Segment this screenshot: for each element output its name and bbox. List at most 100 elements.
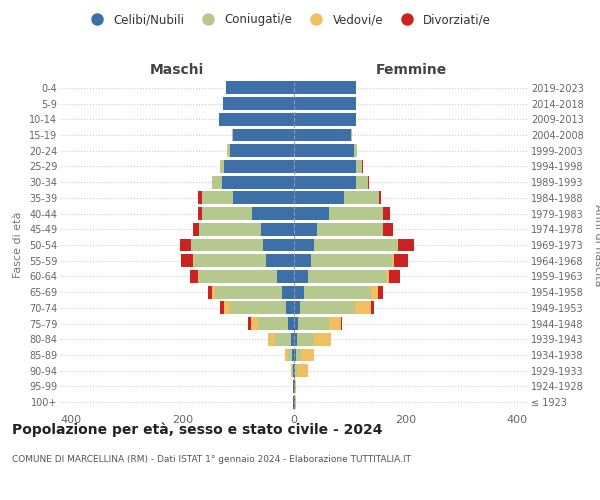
Bar	[193, 254, 194, 267]
Bar	[233, 128, 294, 141]
Bar	[294, 317, 298, 330]
Bar	[311, 254, 392, 267]
Bar	[251, 317, 258, 330]
Bar	[296, 348, 301, 362]
Bar	[293, 396, 294, 408]
Bar	[351, 128, 352, 141]
Bar	[383, 207, 390, 220]
Bar	[294, 238, 314, 252]
Bar	[295, 364, 298, 377]
Bar	[282, 286, 294, 298]
Bar	[181, 254, 193, 267]
Bar	[266, 254, 294, 267]
Bar	[294, 192, 344, 204]
Bar	[295, 396, 296, 408]
Bar	[220, 160, 224, 173]
Bar	[258, 317, 289, 330]
Legend: Celibi/Nubili, Coniugati/e, Vedovi/e, Divorziati/e: Celibi/Nubili, Coniugati/e, Vedovi/e, Di…	[80, 8, 496, 31]
Bar	[314, 333, 331, 345]
Bar	[389, 270, 400, 283]
Y-axis label: Anni di nascita: Anni di nascita	[593, 204, 600, 286]
Bar	[294, 270, 308, 283]
Bar	[230, 302, 286, 314]
Bar	[215, 286, 282, 298]
Bar	[224, 160, 294, 173]
Bar	[371, 302, 374, 314]
Bar	[294, 302, 299, 314]
Bar	[362, 160, 363, 173]
Bar	[377, 286, 383, 298]
Bar	[294, 286, 304, 298]
Bar	[212, 286, 215, 298]
Bar	[252, 207, 294, 220]
Bar	[397, 238, 398, 252]
Bar	[220, 302, 224, 314]
Bar	[294, 176, 356, 188]
Bar	[190, 270, 198, 283]
Bar	[392, 254, 394, 267]
Bar	[180, 238, 191, 252]
Bar	[290, 364, 292, 377]
Bar	[194, 254, 266, 267]
Bar	[294, 348, 296, 362]
Bar	[329, 207, 383, 220]
Bar	[344, 192, 379, 204]
Bar	[298, 364, 308, 377]
Bar	[299, 302, 355, 314]
Bar	[398, 238, 414, 252]
Bar	[199, 270, 277, 283]
Bar	[286, 302, 294, 314]
Bar	[379, 192, 382, 204]
Bar	[294, 333, 297, 345]
Bar	[198, 270, 199, 283]
Bar	[317, 223, 383, 235]
Bar	[295, 380, 296, 393]
Bar	[275, 333, 291, 345]
Bar	[289, 317, 294, 330]
Bar	[233, 192, 294, 204]
Bar	[308, 270, 386, 283]
Bar	[294, 97, 356, 110]
Bar	[386, 270, 389, 283]
Y-axis label: Fasce di età: Fasce di età	[13, 212, 23, 278]
Bar	[371, 286, 377, 298]
Bar	[383, 223, 393, 235]
Bar	[356, 160, 362, 173]
Bar	[212, 176, 221, 188]
Bar	[294, 113, 356, 126]
Bar	[248, 317, 251, 330]
Bar	[202, 207, 252, 220]
Text: Popolazione per età, sesso e stato civile - 2024: Popolazione per età, sesso e stato civil…	[12, 422, 383, 437]
Bar	[202, 192, 233, 204]
Bar	[199, 223, 260, 235]
Bar	[193, 223, 199, 235]
Bar	[394, 254, 408, 267]
Text: COMUNE DI MARCELLINA (RM) - Dati ISTAT 1° gennaio 2024 - Elaborazione TUTTITALIA: COMUNE DI MARCELLINA (RM) - Dati ISTAT 1…	[12, 455, 411, 464]
Bar	[356, 176, 368, 188]
Bar	[219, 113, 294, 126]
Bar	[294, 144, 354, 157]
Bar	[221, 176, 294, 188]
Text: Femmine: Femmine	[376, 63, 446, 77]
Text: Maschi: Maschi	[150, 63, 204, 77]
Bar	[291, 333, 294, 345]
Bar	[288, 348, 292, 362]
Bar	[294, 128, 351, 141]
Bar	[294, 160, 356, 173]
Bar	[208, 286, 212, 298]
Bar	[355, 302, 371, 314]
Bar	[228, 144, 230, 157]
Bar	[223, 97, 294, 110]
Bar	[224, 302, 230, 314]
Bar	[230, 144, 294, 157]
Bar	[268, 333, 275, 345]
Bar	[197, 207, 202, 220]
Bar	[227, 144, 228, 157]
Bar	[297, 333, 314, 345]
Bar	[314, 238, 397, 252]
Bar	[294, 207, 329, 220]
Bar	[294, 396, 295, 408]
Bar	[292, 348, 294, 362]
Bar	[294, 254, 311, 267]
Bar	[341, 317, 343, 330]
